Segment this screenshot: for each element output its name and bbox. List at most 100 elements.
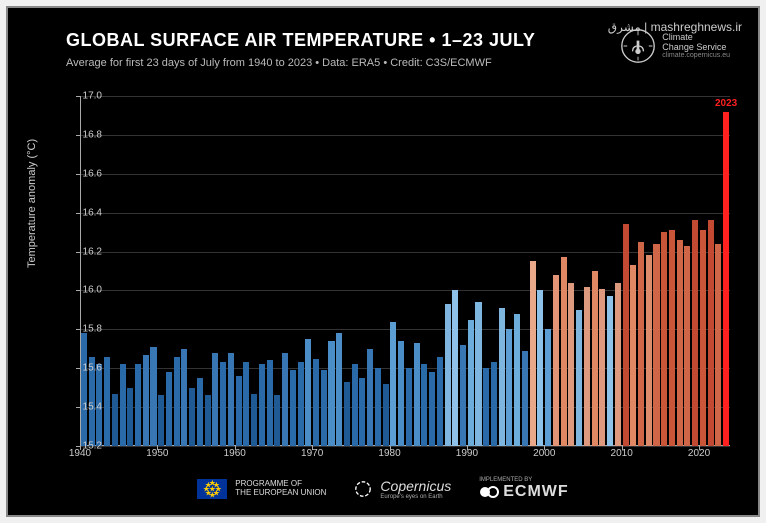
bar-2004 xyxy=(576,310,582,446)
bar-1982 xyxy=(406,368,412,446)
grid-line xyxy=(80,213,730,214)
bar-2007 xyxy=(599,289,605,447)
eu-text-2: THE EUROPEAN UNION xyxy=(235,489,326,498)
x-tick: 2000 xyxy=(533,448,555,459)
y-tick: 15.6 xyxy=(83,363,102,374)
ecmwf-icon xyxy=(479,485,499,499)
bar-2018 xyxy=(684,246,690,446)
bar-2006 xyxy=(592,271,598,446)
bar-1994 xyxy=(499,308,505,446)
bar-1967 xyxy=(290,370,296,446)
eu-flag-icon xyxy=(197,479,227,499)
bar-1954 xyxy=(189,388,195,446)
x-tick: 2010 xyxy=(611,448,633,459)
y-tick: 15.8 xyxy=(83,324,102,335)
bar-1995 xyxy=(506,329,512,446)
eu-programme: PROGRAMME OF THE EUROPEAN UNION xyxy=(197,479,326,499)
bar-2011 xyxy=(630,265,636,446)
ecmwf-logo: IMPLEMENTED BY ECMWF xyxy=(479,477,568,501)
y-tick: 16.8 xyxy=(83,129,102,140)
bar-1943 xyxy=(104,357,110,446)
y-tick: 16.4 xyxy=(83,207,102,218)
grid-line xyxy=(80,174,730,175)
bar-1986 xyxy=(437,357,443,446)
bar-1956 xyxy=(205,395,211,446)
y-tick: 16.2 xyxy=(83,246,102,257)
y-tick: 16.0 xyxy=(83,285,102,296)
bar-1985 xyxy=(429,372,435,446)
copernicus-icon xyxy=(354,480,372,498)
ecmwf-text: ECMWF xyxy=(503,483,568,501)
bar-1968 xyxy=(298,362,304,446)
bar-1969 xyxy=(305,339,311,446)
bar-1980 xyxy=(390,322,396,446)
watermark: مشرق | mashreghnews.ir xyxy=(608,20,742,34)
bar-2008 xyxy=(607,296,613,446)
bar-2017 xyxy=(677,240,683,446)
bar-1979 xyxy=(383,384,389,446)
bar-1973 xyxy=(336,333,342,446)
bar-1987 xyxy=(445,304,451,446)
bar-2014 xyxy=(653,244,659,446)
chart-footer: PROGRAMME OF THE EUROPEAN UNION Copernic… xyxy=(8,477,758,501)
bar-1960 xyxy=(236,376,242,446)
bar-1952 xyxy=(174,357,180,446)
x-tick: 1960 xyxy=(224,448,246,459)
bar-1949 xyxy=(150,347,156,446)
bar-1946 xyxy=(127,388,133,446)
bar-1959 xyxy=(228,353,234,446)
bar-1977 xyxy=(367,349,373,446)
x-tick: 1950 xyxy=(146,448,168,459)
bar-1990 xyxy=(468,320,474,446)
bar-1940 xyxy=(81,333,87,446)
bar-2020 xyxy=(700,230,706,446)
bar-1947 xyxy=(135,364,141,446)
bar-1966 xyxy=(282,353,288,446)
grid-line xyxy=(80,252,730,253)
bar-1957 xyxy=(212,353,218,446)
x-tick: 1940 xyxy=(69,448,91,459)
bar-1945 xyxy=(120,364,126,446)
bar-2000 xyxy=(545,329,551,446)
bar-2003 xyxy=(568,283,574,446)
ccs-text-2: Change Service xyxy=(662,43,730,53)
x-tick: 2020 xyxy=(688,448,710,459)
chart-title: GLOBAL SURFACE AIR TEMPERATURE • 1–23 JU… xyxy=(66,30,688,51)
bar-1970 xyxy=(313,359,319,447)
bar-2023 xyxy=(723,112,729,446)
bar-1975 xyxy=(352,364,358,446)
bar-1996 xyxy=(514,314,520,446)
bar-2005 xyxy=(584,287,590,446)
bar-1993 xyxy=(491,362,497,446)
chart-plot-area: 2023 xyxy=(80,96,730,446)
bar-1963 xyxy=(259,364,265,446)
grid-line xyxy=(80,446,730,447)
ccs-url: climate.copernicus.eu xyxy=(662,52,730,59)
chart-header: GLOBAL SURFACE AIR TEMPERATURE • 1–23 JU… xyxy=(66,30,688,69)
bar-1983 xyxy=(414,343,420,446)
bar-1988 xyxy=(452,290,458,446)
bar-2021 xyxy=(708,220,714,446)
y-tick: 16.6 xyxy=(83,168,102,179)
bar-1976 xyxy=(359,378,365,446)
grid-line xyxy=(80,135,730,136)
bar-1961 xyxy=(243,362,249,446)
bar-1962 xyxy=(251,394,257,447)
y-axis-label: Temperature anomaly (°C) xyxy=(26,139,38,268)
bar-2001 xyxy=(553,275,559,446)
bar-1971 xyxy=(321,370,327,446)
bar-1989 xyxy=(460,345,466,446)
x-tick: 1970 xyxy=(301,448,323,459)
bar-1948 xyxy=(143,355,149,446)
bar-1964 xyxy=(267,360,273,446)
copernicus-sub: Europe's eyes on Earth xyxy=(380,494,451,500)
bar-2012 xyxy=(638,242,644,446)
bar-2015 xyxy=(661,232,667,446)
grid-line xyxy=(80,96,730,97)
bar-1944 xyxy=(112,394,118,447)
bar-1950 xyxy=(158,395,164,446)
bar-2019 xyxy=(692,220,698,446)
highlight-label: 2023 xyxy=(715,98,737,109)
bar-2002 xyxy=(561,257,567,446)
bar-1972 xyxy=(328,341,334,446)
